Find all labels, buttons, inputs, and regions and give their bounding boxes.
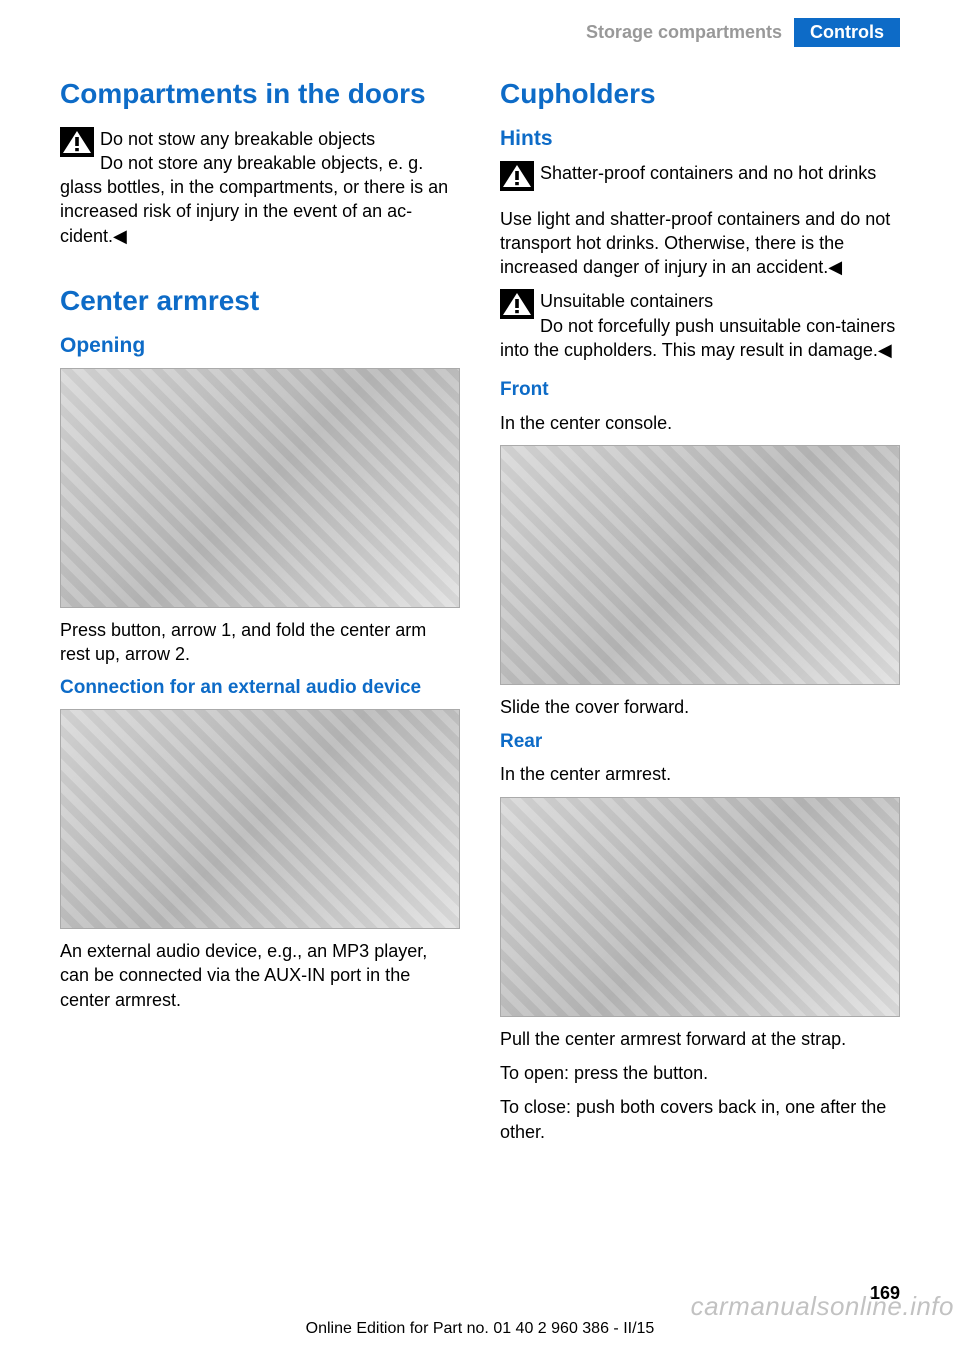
image-front-cupholder: [500, 445, 900, 685]
page-number: 169: [870, 1283, 900, 1304]
page-header: Storage compartments Controls: [0, 0, 960, 47]
subheading-hints: Hints: [500, 127, 900, 151]
heading-compartments-doors: Compartments in the doors: [60, 77, 460, 111]
image-armrest-opening: [60, 368, 460, 608]
warning-body: Do not forcefully push unsuitable con‐ta…: [500, 314, 900, 363]
caption-front: Slide the cover forward.: [500, 695, 900, 719]
subheading-rear: Rear: [500, 730, 900, 755]
warning-body: Do not store any breakable objects, e. g…: [60, 151, 460, 248]
subheading-front: Front: [500, 378, 900, 403]
warning-unsuitable-containers: Unsuitable containers Do not forcefully …: [500, 289, 900, 362]
content-columns: Compartments in the doors Do not stow an…: [0, 47, 960, 1154]
warning-icon: [60, 127, 94, 157]
footer-edition: Online Edition for Part no. 01 40 2 960 …: [0, 1320, 960, 1338]
header-chapter: Controls: [794, 18, 900, 47]
caption-opening: Press button, arrow 1, and fold the cent…: [60, 618, 460, 667]
caption-rear-1: Pull the center armrest forward at the s…: [500, 1027, 900, 1051]
watermark: carmanualsonline.info: [691, 1291, 954, 1322]
subheading-external-audio: Connection for an external audio device: [60, 676, 460, 701]
left-column: Compartments in the doors Do not stow an…: [60, 77, 460, 1154]
warning-title: Unsuitable containers: [500, 289, 900, 313]
caption-rear-2: To open: press the button.: [500, 1061, 900, 1085]
warning-title: Do not stow any breakable objects: [60, 127, 460, 151]
warning-breakable-objects: Do not stow any breakable objects Do not…: [60, 127, 460, 248]
warning-body: Use light and shatter-proof containers a…: [500, 207, 900, 280]
warning-shatterproof: Shatter-proof containers and no hot drin…: [500, 161, 900, 191]
image-aux-in-port: [60, 709, 460, 929]
header-section: Storage compartments: [586, 22, 794, 43]
subheading-opening: Opening: [60, 334, 460, 358]
warning-icon: [500, 289, 534, 319]
warning-title: Shatter-proof containers and no hot drin…: [500, 161, 900, 185]
text-front-intro: In the center console.: [500, 411, 900, 435]
text-rear-intro: In the center armrest.: [500, 762, 900, 786]
heading-cupholders: Cupholders: [500, 77, 900, 111]
heading-center-armrest: Center armrest: [60, 284, 460, 318]
right-column: Cupholders Hints Shatter-proof container…: [500, 77, 900, 1154]
warning-icon: [500, 161, 534, 191]
image-rear-cupholder: [500, 797, 900, 1017]
caption-audio: An external audio device, e.g., an MP3 p…: [60, 939, 460, 1012]
caption-rear-3: To close: push both covers back in, one …: [500, 1095, 900, 1144]
